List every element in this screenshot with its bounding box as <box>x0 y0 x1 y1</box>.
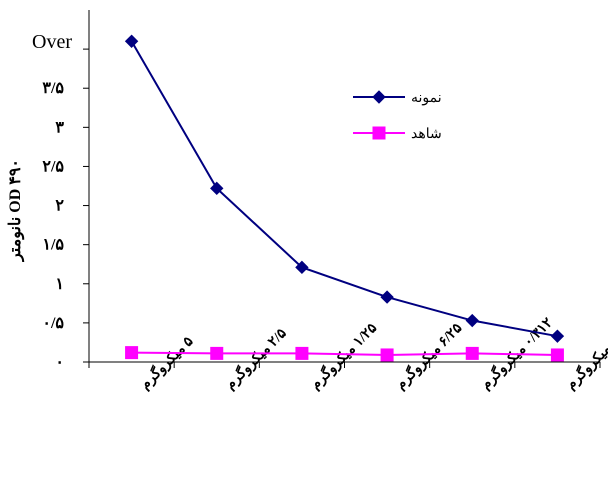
data-point-sample <box>465 313 479 328</box>
legend-label-control: شاهد <box>411 125 442 141</box>
x-category-label: ۲/۵ میکروگرم <box>222 324 291 393</box>
x-category-label: ۱/۲۵ میکروگرم <box>307 319 381 393</box>
y-tick-label: ۳ <box>55 119 64 136</box>
x-category-label: ۶/۲۵ میکروگرم <box>392 319 466 393</box>
data-point-control <box>295 346 309 360</box>
data-point-sample <box>550 329 565 343</box>
legend-marker-sample <box>372 90 386 104</box>
y-tick-label: ۳/۵ <box>42 80 64 97</box>
y-tick-label: ۲/۵ <box>42 158 64 175</box>
x-category-label: ۰/۱۵۶ میکروگرم <box>562 314 608 393</box>
data-point-control <box>125 346 139 360</box>
data-point-control <box>210 346 224 360</box>
data-point-sample <box>295 260 309 275</box>
y-tick-label: ۱/۵ <box>42 237 64 254</box>
data-point-sample <box>124 34 139 48</box>
data-point-control <box>380 348 394 362</box>
legend-marker-control <box>372 126 386 140</box>
legend-label-sample: نمونه <box>411 89 442 106</box>
series-line-sample <box>130 40 558 338</box>
data-point-sample <box>210 181 224 196</box>
y-tick-label: ۲ <box>55 198 64 215</box>
y-tick-label: ۱ <box>55 276 64 293</box>
y-tick-label: ۰/۵ <box>42 315 64 332</box>
y-tick-label: ۰ <box>55 354 64 371</box>
y-tick-label: Over <box>32 31 72 53</box>
series-line-control <box>131 351 558 356</box>
y-axis-title: OD ۴۹۰ نانومتر <box>7 159 25 262</box>
data-point-control <box>550 348 564 362</box>
data-point-sample <box>380 290 394 304</box>
data-point-control <box>465 346 479 360</box>
x-category-label: ۵ میکروگرم <box>136 332 196 392</box>
